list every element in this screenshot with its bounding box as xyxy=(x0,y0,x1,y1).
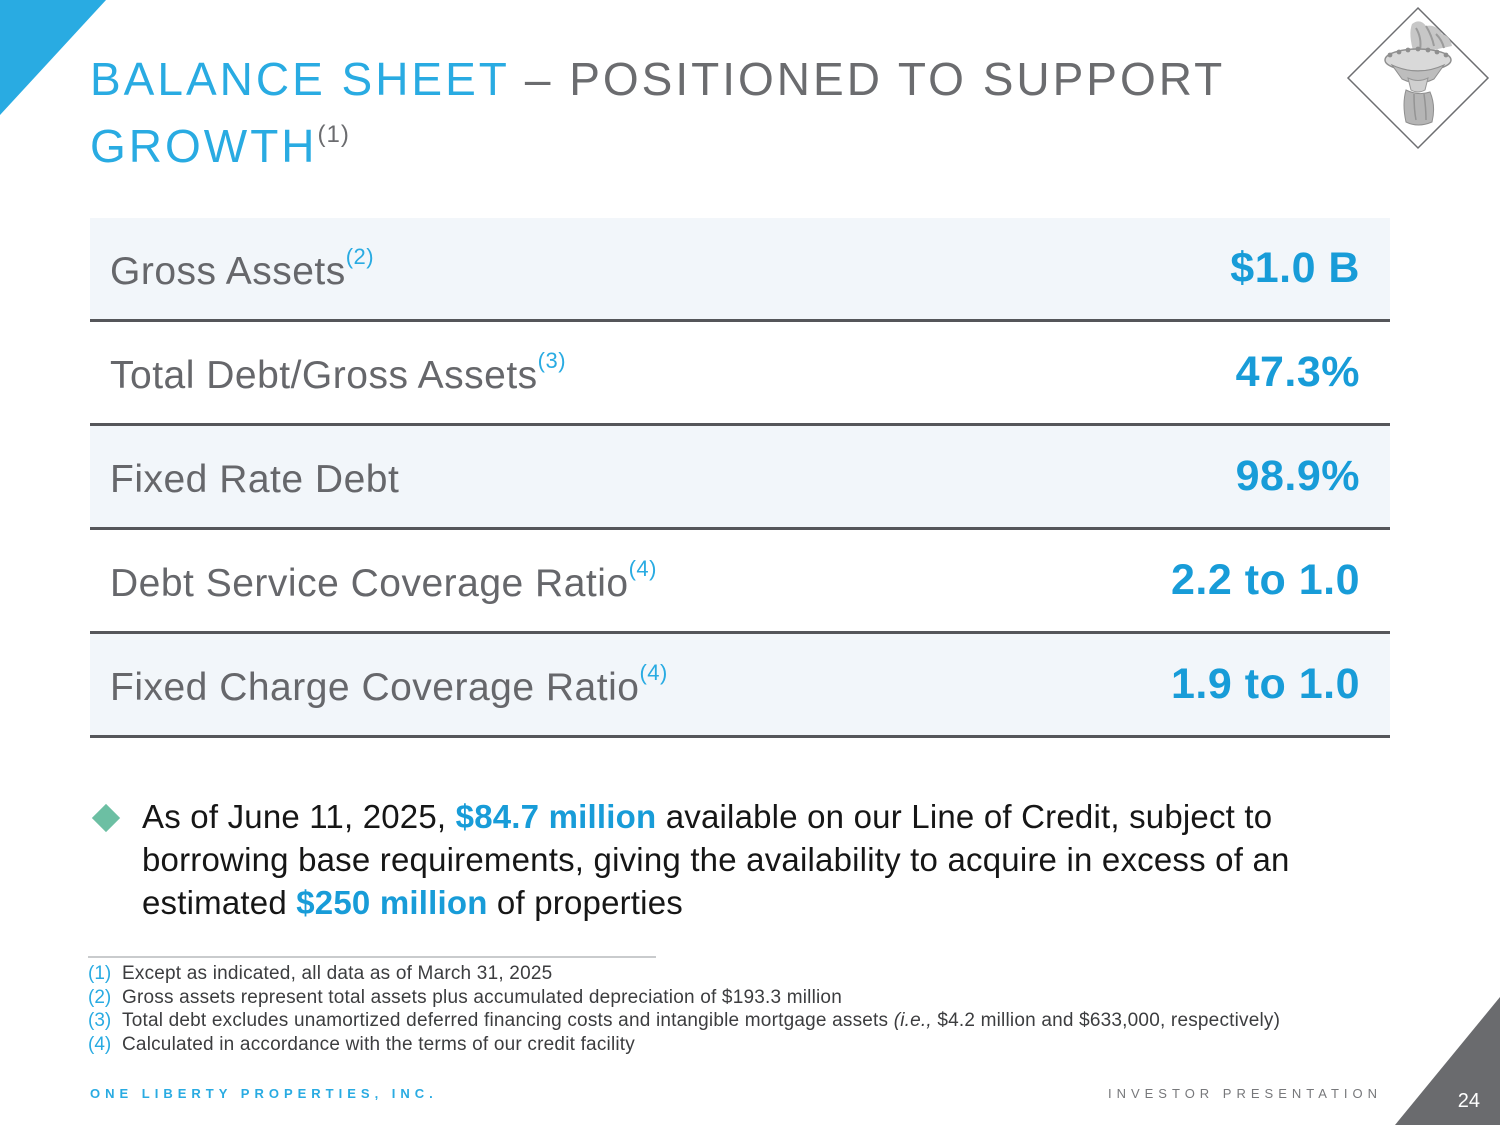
footnote-ref: (4) xyxy=(628,555,657,581)
table-row: Debt Service Coverage Ratio(4) 2.2 to 1.… xyxy=(90,530,1390,634)
bullet-text-mid: available on our Line of Credit, subject… xyxy=(142,798,1290,921)
footnote-text-italic: (i.e., xyxy=(893,1010,932,1031)
torch-illustration xyxy=(1384,21,1452,126)
credit-line-text: As of June 11, 2025, $84.7 million avail… xyxy=(142,795,1382,924)
metric-value: $1.0 B xyxy=(1230,244,1360,292)
metric-label: Debt Service Coverage Ratio(4) xyxy=(110,556,657,606)
footnotes: (1) Except as indicated, all data as of … xyxy=(88,962,1418,1056)
metric-label-text: Fixed Rate Debt xyxy=(110,457,400,501)
page-title-part3: GROWTH xyxy=(90,120,318,172)
bullet-text-pre: As of June 11, 2025, xyxy=(142,798,456,835)
footnote-number: (2) xyxy=(88,986,112,1008)
diamond-bullet-icon xyxy=(91,803,121,833)
metric-label: Gross Assets(2) xyxy=(110,244,374,294)
footnote-number: (4) xyxy=(88,1033,112,1055)
footnote-1: (1) Except as indicated, all data as of … xyxy=(88,962,1418,986)
footnote-2: (2) Gross assets represent total assets … xyxy=(88,986,1418,1010)
page-title-part1: BALANCE SHEET xyxy=(90,53,510,105)
footnote-text: Except as indicated, all data as of Marc… xyxy=(122,963,553,984)
footnote-ref: (3) xyxy=(537,347,567,373)
footnote-4: (4) Calculated in accordance with the te… xyxy=(88,1033,1418,1057)
credit-line-bullet: As of June 11, 2025, $84.7 million avail… xyxy=(91,795,1382,924)
metric-label: Fixed Rate Debt xyxy=(110,452,399,502)
company-name: ONE LIBERTY PROPERTIES, INC. xyxy=(90,1086,438,1101)
metric-label-text: Fixed Charge Coverage Ratio xyxy=(110,665,640,709)
metric-value: 98.9% xyxy=(1235,452,1360,500)
footnote-number: (1) xyxy=(88,963,112,984)
footnote-3: (3) Total debt excludes unamortized defe… xyxy=(88,1009,1418,1033)
metric-value: 2.2 to 1.0 xyxy=(1170,556,1360,604)
footnote-ref: (2) xyxy=(345,243,375,269)
table-row: Fixed Rate Debt 98.9% xyxy=(90,426,1390,530)
metric-value: 1.9 to 1.0 xyxy=(1170,660,1360,708)
balance-sheet-table: Gross Assets(2) $1.0 B Total Debt/Gross … xyxy=(90,218,1390,738)
footnote-ref: (4) xyxy=(639,659,668,685)
page-title-line2: GROWTH(1) xyxy=(90,107,1225,174)
page-title-line1: BALANCE SHEET – POSITIONED TO SUPPORT xyxy=(90,52,1225,107)
page-number: 24 xyxy=(1457,1090,1480,1112)
bullet-highlight-available: $84.7 million xyxy=(455,798,657,835)
footnote-text-main: Total debt excludes unamortized deferred… xyxy=(122,1010,894,1031)
table-row: Total Debt/Gross Assets(3) 47.3% xyxy=(90,322,1390,426)
footnote-text: Gross assets represent total assets plus… xyxy=(122,986,842,1008)
footnote-divider xyxy=(88,956,656,958)
presentation-label: INVESTOR PRESENTATION xyxy=(1107,1086,1382,1101)
page-title-part2: – POSITIONED TO SUPPORT xyxy=(509,53,1226,105)
page-title-footnote-ref: (1) xyxy=(317,121,350,148)
bullet-text-post: of properties xyxy=(487,884,683,921)
table-row: Gross Assets(2) $1.0 B xyxy=(90,218,1390,322)
bullet-highlight-estimated: $250 million xyxy=(296,884,488,921)
table-row: Fixed Charge Coverage Ratio(4) 1.9 to 1.… xyxy=(90,634,1390,738)
footnote-number: (3) xyxy=(88,1010,112,1031)
footnote-text: Total debt excludes unamortized deferred… xyxy=(122,1009,1280,1033)
metric-label: Fixed Charge Coverage Ratio(4) xyxy=(110,660,668,710)
liberty-torch-logo xyxy=(1346,6,1490,150)
corner-accent-triangle xyxy=(0,0,106,115)
metric-label: Total Debt/Gross Assets(3) xyxy=(110,348,566,398)
metric-value: 47.3% xyxy=(1235,348,1360,396)
page-title: BALANCE SHEET – POSITIONED TO SUPPORT GR… xyxy=(90,52,1225,174)
metric-label-text: Gross Assets xyxy=(110,249,346,293)
footnote-text: Calculated in accordance with the terms … xyxy=(122,1033,635,1055)
metric-label-text: Debt Service Coverage Ratio xyxy=(110,561,629,605)
metric-label-text: Total Debt/Gross Assets xyxy=(110,353,538,397)
footnote-text-rest: $4.2 million and $633,000, respectively) xyxy=(931,1010,1281,1031)
